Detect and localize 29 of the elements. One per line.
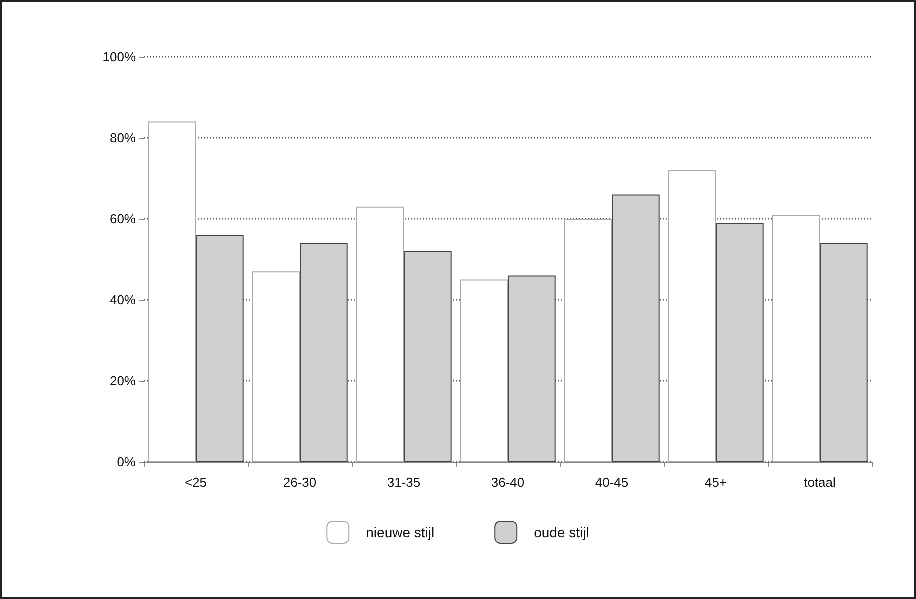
x-tick-label: 31-35	[387, 475, 421, 490]
x-tick-label: 45+	[704, 475, 728, 490]
bar	[508, 276, 556, 462]
x-tick-label: 40-45	[595, 475, 629, 490]
legend-label: oude stijl	[534, 524, 590, 540]
bar	[300, 243, 348, 462]
bar	[772, 214, 820, 462]
bar	[252, 272, 300, 462]
bar	[668, 170, 716, 462]
y-tick-label: 80%	[110, 130, 136, 146]
x-tick-label: 26-30	[283, 475, 317, 490]
legend-label: nieuwe stijl	[366, 524, 435, 540]
x-tick-label: 36-40	[491, 475, 525, 490]
y-tick-label: 20%	[110, 374, 136, 388]
bar	[460, 280, 508, 462]
bar	[612, 194, 660, 462]
bar	[196, 235, 244, 462]
y-tick-label: 60%	[110, 212, 136, 226]
bar	[404, 251, 452, 462]
y-tick-label: 40%	[110, 292, 136, 308]
bar	[820, 243, 868, 462]
y-tick-label: 100%	[102, 50, 136, 64]
bar	[564, 219, 612, 462]
x-tick-label: totaal	[804, 475, 836, 490]
bar	[356, 206, 404, 462]
y-tick-label: 0%	[117, 454, 136, 470]
x-tick-label: <25	[184, 475, 208, 490]
bar	[148, 122, 196, 462]
bar	[716, 223, 764, 462]
